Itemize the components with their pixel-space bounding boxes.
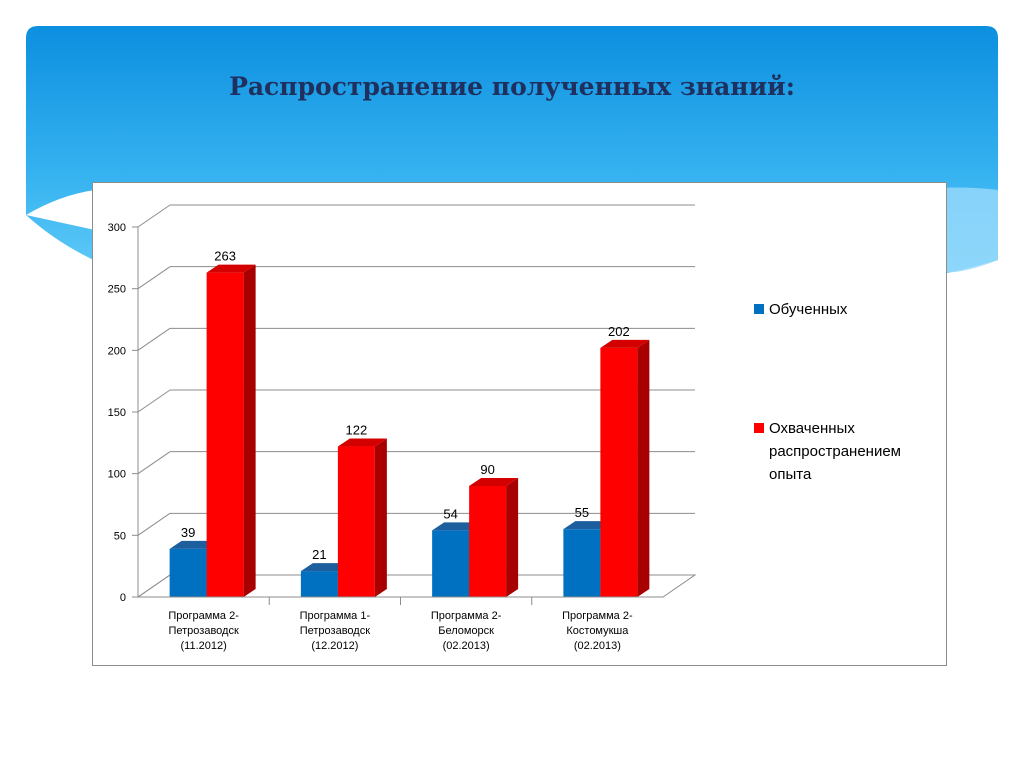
data-label: 202 <box>608 324 630 339</box>
y-tick-label: 0 <box>120 592 126 604</box>
x-tick-label: Программа 1- <box>300 610 371 622</box>
data-label: 263 <box>214 249 236 264</box>
legend-label: распространением <box>769 443 901 460</box>
legend-swatch <box>754 423 764 433</box>
data-label: 122 <box>346 423 368 438</box>
gridline-side <box>137 266 171 290</box>
y-tick-label: 100 <box>108 469 126 481</box>
y-tick-label: 50 <box>114 530 126 542</box>
y-tick-label: 250 <box>108 284 126 296</box>
bar <box>337 446 375 597</box>
x-tick-label: Беломорск <box>438 625 494 637</box>
bar-top <box>563 521 613 530</box>
gridline-side <box>137 451 171 475</box>
x-tick-label: Петрозаводск <box>300 625 370 637</box>
data-label: 39 <box>181 525 195 540</box>
bar-top <box>169 540 219 549</box>
gridline-side <box>137 204 171 228</box>
bar-side <box>374 438 387 597</box>
bar-chart: 0 50 100 150 200 250 300 39 263 Программа 2- Петро… <box>108 204 901 652</box>
bar-side <box>506 478 519 597</box>
bar-top <box>432 522 482 531</box>
legend-swatch <box>754 304 764 314</box>
bar <box>206 272 244 597</box>
x-tick-label: Петрозаводск <box>168 625 238 637</box>
y-tick-label: 200 <box>108 345 126 357</box>
y-tick-label: 300 <box>108 222 126 234</box>
bar <box>432 530 470 597</box>
bar-top <box>469 478 519 486</box>
bar-side <box>637 339 650 597</box>
gridline-side <box>137 389 171 413</box>
data-label: 90 <box>480 462 494 477</box>
x-tick-label: Программа 2- <box>431 610 502 622</box>
bar-side <box>243 264 256 597</box>
legend-label: Обученных <box>769 301 848 318</box>
legend-label: опыта <box>769 466 812 483</box>
x-tick-label: (02.2013) <box>443 640 490 652</box>
gridline-side <box>137 574 171 598</box>
slide-title: Распространение полученных знаний: <box>229 72 795 101</box>
x-tick-label: Программа 2- <box>168 610 239 622</box>
data-label: 54 <box>443 506 457 521</box>
y-tick-label: 150 <box>108 407 126 419</box>
bar-top <box>337 438 387 447</box>
bar-top <box>600 339 650 348</box>
bar <box>469 486 507 597</box>
bar <box>169 548 207 597</box>
gridline-side <box>137 512 171 536</box>
legend-label: Охваченных <box>769 420 855 437</box>
x-tick-label: Костомукша <box>566 625 629 637</box>
bar <box>600 347 638 597</box>
bar <box>300 571 338 597</box>
bar-top <box>206 264 256 273</box>
bar <box>563 529 601 597</box>
x-tick-label: (12.2012) <box>311 640 358 652</box>
x-tick-label: (02.2013) <box>574 640 621 652</box>
data-label: 21 <box>312 547 326 562</box>
x-tick-label: Программа 2- <box>562 610 633 622</box>
chart-container: 0 50 100 150 200 250 300 39 263 Программа 2- Петро… <box>92 182 947 666</box>
gridline-side <box>137 327 171 351</box>
bar-top <box>300 563 350 572</box>
data-label: 55 <box>575 505 589 520</box>
x-tick-label: (11.2012) <box>180 640 226 652</box>
